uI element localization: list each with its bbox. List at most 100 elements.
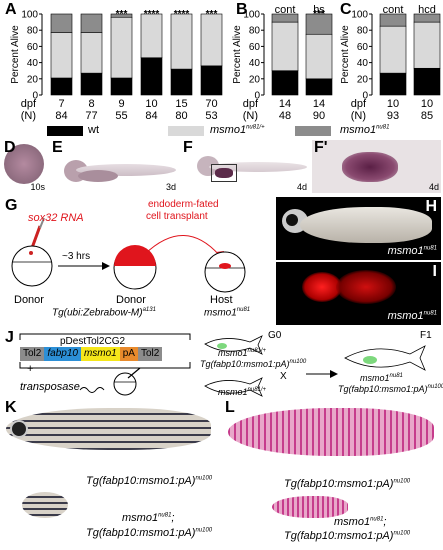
chart-c-n-label: 85 — [421, 110, 433, 122]
photo-h-genotype: msmo1nu81 — [387, 245, 437, 257]
chart-c-bar-seg — [413, 67, 441, 96]
chart-b-n-label: 48 — [279, 110, 291, 122]
chart-a-xtick-label: 15 — [175, 98, 187, 110]
chart-b-bar-seg — [305, 33, 333, 80]
donor-transgene: Tg(ubi:Zebrabow-M)a131 — [52, 307, 156, 319]
photo-h-brightfield: H msmo1nu81 — [276, 197, 441, 260]
chart-b-bar-seg — [271, 13, 299, 23]
chart-a-xtick-label: 7 — [58, 98, 64, 110]
chart-a-xtick-label: 70 — [205, 98, 217, 110]
chart-a-bar-seg — [110, 13, 133, 18]
chart-c-xtick-label: 10 — [421, 98, 433, 110]
chart-c-row1-label: dpf — [351, 98, 367, 110]
chart-b-xtick-label: 14 — [313, 98, 325, 110]
legend-label-wt: wt — [88, 124, 99, 136]
fish-g0-icon — [204, 335, 263, 355]
chart-c-bar-seg — [413, 13, 441, 23]
fish-mate-icon — [204, 377, 263, 397]
chart-b-ylabel: Percent Alive — [232, 25, 243, 84]
chart-c-ylabel: Percent Alive — [340, 25, 351, 84]
cross-x: X — [280, 371, 287, 382]
chart-a-ytick-label: 0 — [32, 91, 38, 102]
chart-a-ytick-label: 100 — [21, 10, 38, 21]
f1-genotype: msmo1nu81 — [360, 373, 403, 383]
chart-c-ytick-label: 80 — [357, 26, 369, 37]
chart-a-bar-seg — [80, 72, 103, 96]
chart-a-bar-seg — [140, 57, 163, 96]
chart-a-n-label: 84 — [55, 110, 67, 122]
chart-b-xtick-label: 14 — [279, 98, 291, 110]
chart-a-n-label: 77 — [85, 110, 97, 122]
transplant-diagram — [11, 217, 246, 293]
panel-j-letter: J — [5, 329, 14, 346]
plus-sign: + — [27, 363, 34, 375]
chart-b-bar-seg — [271, 70, 299, 96]
photo-l-genotype: msmo1nu81; — [334, 516, 387, 528]
photo-k-transgene-2: Tg(fabp10:msmo1:pA)nu100 — [86, 527, 213, 539]
legend-swatch-wt — [47, 126, 83, 136]
chart-a-bar-seg — [50, 13, 73, 33]
chart-a-bar-seg — [200, 13, 223, 67]
legend-label-het: msmo1nu81/+ — [210, 124, 265, 136]
chart-c-ytick-label: 40 — [357, 58, 369, 69]
panel-a-letter: A — [5, 1, 17, 18]
panel-g-letter: G — [5, 197, 18, 214]
construct-segments: Tol2 fabp10 msmo1 pA Tol2 — [20, 347, 163, 361]
chart-a-bar-seg — [170, 68, 193, 96]
panel-c-letter: C — [340, 1, 352, 18]
photo-l-skeletal-stain: L Tg(fabp10:msmo1:pA)nu100 msmo1nu81; Tg… — [222, 400, 441, 548]
panel-f-prime-letter: F' — [314, 140, 328, 156]
legend: wt msmo1nu81/+ msmo1nu81 — [0, 124, 443, 138]
panel-e-letter: E — [52, 140, 63, 156]
donor2-label: Donor — [116, 294, 146, 306]
chart-b-bar-seg — [305, 13, 333, 35]
chart-b-ytick-label: 100 — [243, 10, 260, 21]
photo-e-stage: 3d — [165, 182, 176, 192]
segment-fabp10: fabp10 — [44, 347, 81, 361]
photo-i-genotype: msmo1nu81 — [387, 310, 437, 322]
chart-b-ytick-label: 40 — [249, 58, 261, 69]
chart-b-ytick-label: 0 — [254, 91, 260, 102]
f1-transgene: Tg(fabp10:msmo1:pA)nu100 — [338, 384, 443, 394]
time-label: ~3 hrs — [62, 251, 91, 262]
chart-a-xtick-label: 8 — [88, 98, 94, 110]
chart-a-ytick-label: 20 — [27, 74, 39, 85]
construct-diagram — [19, 333, 426, 397]
chart-b-group-label: cont — [275, 4, 296, 16]
chart-a-sig-label: **** — [144, 9, 160, 20]
chart-a-xtick-label: 9 — [118, 98, 124, 110]
chart-b-sig-label: *** — [313, 9, 325, 20]
fish-f1-icon — [344, 345, 426, 371]
chart-c-row2-label: (N) — [351, 110, 366, 122]
chart-a-bar-seg — [140, 13, 163, 59]
chart-a-ylabel: Percent Alive — [10, 25, 21, 84]
chart-c-bar-seg — [379, 25, 407, 74]
chart-b-n-label: 90 — [313, 110, 325, 122]
chart-c-ytick-label: 20 — [357, 74, 369, 85]
chart-a-ytick-label: 60 — [27, 42, 39, 53]
plasmid-name: pDestTol2CG2 — [60, 336, 126, 347]
chart-a-bar-seg — [50, 77, 73, 96]
chart-a-bar-seg — [80, 13, 103, 33]
transposase-label: transposase — [20, 381, 80, 393]
chart-a-sig-label: **** — [174, 9, 190, 20]
legend-swatch-mut — [295, 126, 331, 136]
host-genotype: msmo1nu81 — [204, 307, 251, 319]
sox32-label: sox32 RNA — [28, 212, 84, 224]
photo-k-adult-fish: K Tg(fabp10:msmo1:pA)nu100 msmo1nu81; Tg… — [2, 400, 216, 548]
panel-k-letter: K — [5, 400, 17, 416]
chart-a-bar-seg — [80, 32, 103, 74]
panel-f-letter: F — [183, 140, 193, 156]
chart-a-sig-label: *** — [116, 9, 128, 20]
chart-a-n-label: 80 — [175, 110, 187, 122]
photo-i-fluorescence: I msmo1nu81 — [276, 262, 441, 325]
panel-l-letter: L — [225, 400, 235, 416]
chart-a-n-label: 84 — [145, 110, 157, 122]
photo-l-transgene: Tg(fabp10:msmo1:pA)nu100 — [284, 478, 411, 490]
chart-b-ytick-label: 60 — [249, 42, 261, 53]
chart-c-ytick-label: 0 — [362, 91, 368, 102]
